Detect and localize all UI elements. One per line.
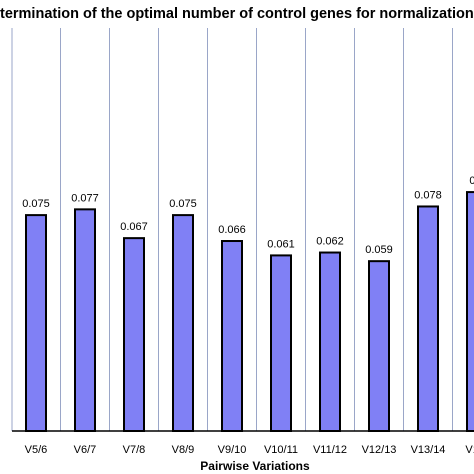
data-label-V9/10: 0.066 (218, 224, 246, 236)
data-label-V11/12: 0.062 (316, 236, 344, 248)
bar-V8/9 (172, 214, 194, 432)
x-tick-V13/14: V13/14 (411, 444, 446, 456)
x-tick-V10/11: V10/11 (264, 444, 298, 456)
x-tick-V7/8: V7/8 (123, 444, 146, 456)
x-tick-V5/6: V5/6 (25, 444, 48, 456)
data-label-V13/14: 0.078 (414, 189, 442, 201)
x-tick-V12/13: V12/13 (362, 444, 397, 456)
bars (25, 191, 474, 432)
x-axis-title: Pairwise Variations (200, 459, 310, 473)
bar-V11/12 (319, 251, 341, 432)
x-tick-V6/7: V6/7 (74, 444, 97, 456)
bar-V6/7 (74, 208, 96, 432)
data-label-V5/6: 0.075 (22, 198, 50, 210)
x-tick-V9/10: V9/10 (218, 444, 247, 456)
data-label-V8/9: 0.075 (169, 198, 197, 210)
bar-V10/11 (270, 254, 292, 432)
bar-V14- (466, 191, 474, 432)
bar-V13/14 (417, 205, 439, 432)
data-label-V14-: 0.0 (469, 175, 474, 187)
x-tick-V8/9: V8/9 (172, 444, 195, 456)
data-labels: 0.075 0.077 0.067 0.075 0.066 0.061 0.062 0.059… (22, 175, 474, 256)
bar-V7/8 (123, 237, 145, 432)
data-label-V12/13: 0.059 (365, 244, 393, 256)
data-label-V7/8: 0.067 (120, 221, 148, 233)
bar-V5/6 (25, 214, 47, 432)
data-label-V10/11: 0.061 (267, 238, 295, 250)
data-label-V6/7: 0.077 (71, 192, 99, 204)
chart-title: termination of the optimal number of con… (0, 6, 474, 22)
x-tick-V11/12: V11/12 (313, 444, 347, 456)
x-tick-V14-: V14- (465, 444, 474, 456)
bar-V9/10 (221, 240, 243, 432)
x-tick-labels: V5/6 V6/7 V7/8 V8/9 V9/10 V10/11 V11/12 V12/13 V… (25, 444, 474, 456)
bar-V12/13 (368, 260, 390, 432)
grid-lines (11, 28, 453, 431)
